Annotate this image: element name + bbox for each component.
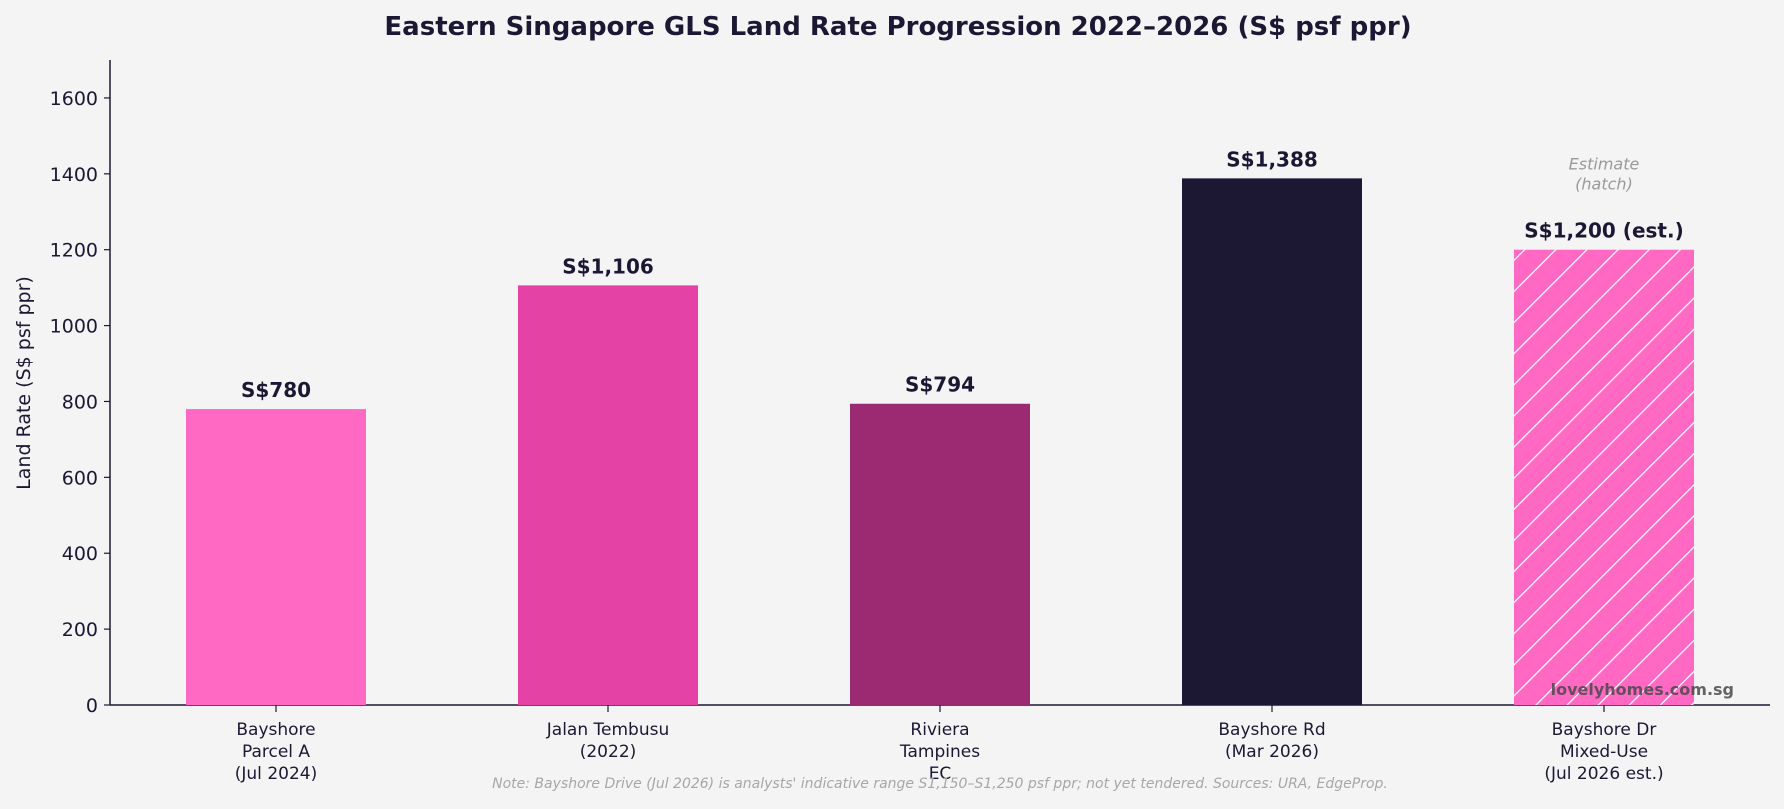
data-label: S$1,200 (est.): [1524, 219, 1683, 243]
y-axis-label: Land Rate (S$ psf ppr): [13, 276, 35, 490]
bar: [1514, 249, 1694, 706]
x-tick-label: Bayshore Rd (Mar 2026): [1218, 720, 1325, 762]
chart-title: Eastern Singapore GLS Land Rate Progress…: [384, 12, 1411, 42]
y-tick-label: 200: [62, 619, 98, 641]
bar: [1182, 178, 1362, 705]
data-label: S$794: [905, 373, 975, 397]
y-tick-label: 600: [62, 467, 98, 489]
data-label: S$780: [241, 378, 311, 402]
y-tick-label: 0: [86, 695, 98, 717]
bar: [850, 403, 1030, 705]
x-tick-label: Riviera Tampines EC: [899, 720, 980, 784]
watermark: lovelyhomes.com.sg: [1551, 680, 1734, 699]
data-label: S$1,106: [562, 254, 654, 278]
data-labels-group: S$780 S$1,106 S$794 S$1,388 S$1,200 (est.): [241, 147, 1684, 402]
x-tick-label: Bayshore Dr Mixed-Use (Jul 2026 est.): [1544, 720, 1663, 784]
bars-group: [186, 178, 1694, 706]
data-label: S$1,388: [1226, 147, 1318, 171]
bar: [518, 285, 698, 705]
y-tick-label: 400: [62, 543, 98, 565]
x-tick-labels: Bayshore Parcel A (Jul 2024) Jalan Tembusu(…: [235, 705, 1664, 784]
y-tick-label: 1400: [50, 164, 98, 186]
y-tick-label: 1200: [50, 240, 98, 262]
y-tick-label: 1000: [50, 316, 98, 338]
bar: [186, 409, 366, 705]
y-tick-label: 800: [62, 391, 98, 413]
footnote: Note: Bayshore Drive (Jul 2026) is analy…: [492, 776, 1388, 792]
estimate-annotation: Estimate (hatch): [1569, 155, 1640, 194]
y-tick-label: 1600: [50, 88, 98, 110]
x-tick-label: Bayshore Parcel A (Jul 2024): [235, 720, 317, 784]
x-tick-label: Jalan Tembusu (2022): [546, 720, 669, 762]
y-tick-labels: 0 200 400 600 800 1000 1200 1400 1600: [50, 88, 110, 717]
